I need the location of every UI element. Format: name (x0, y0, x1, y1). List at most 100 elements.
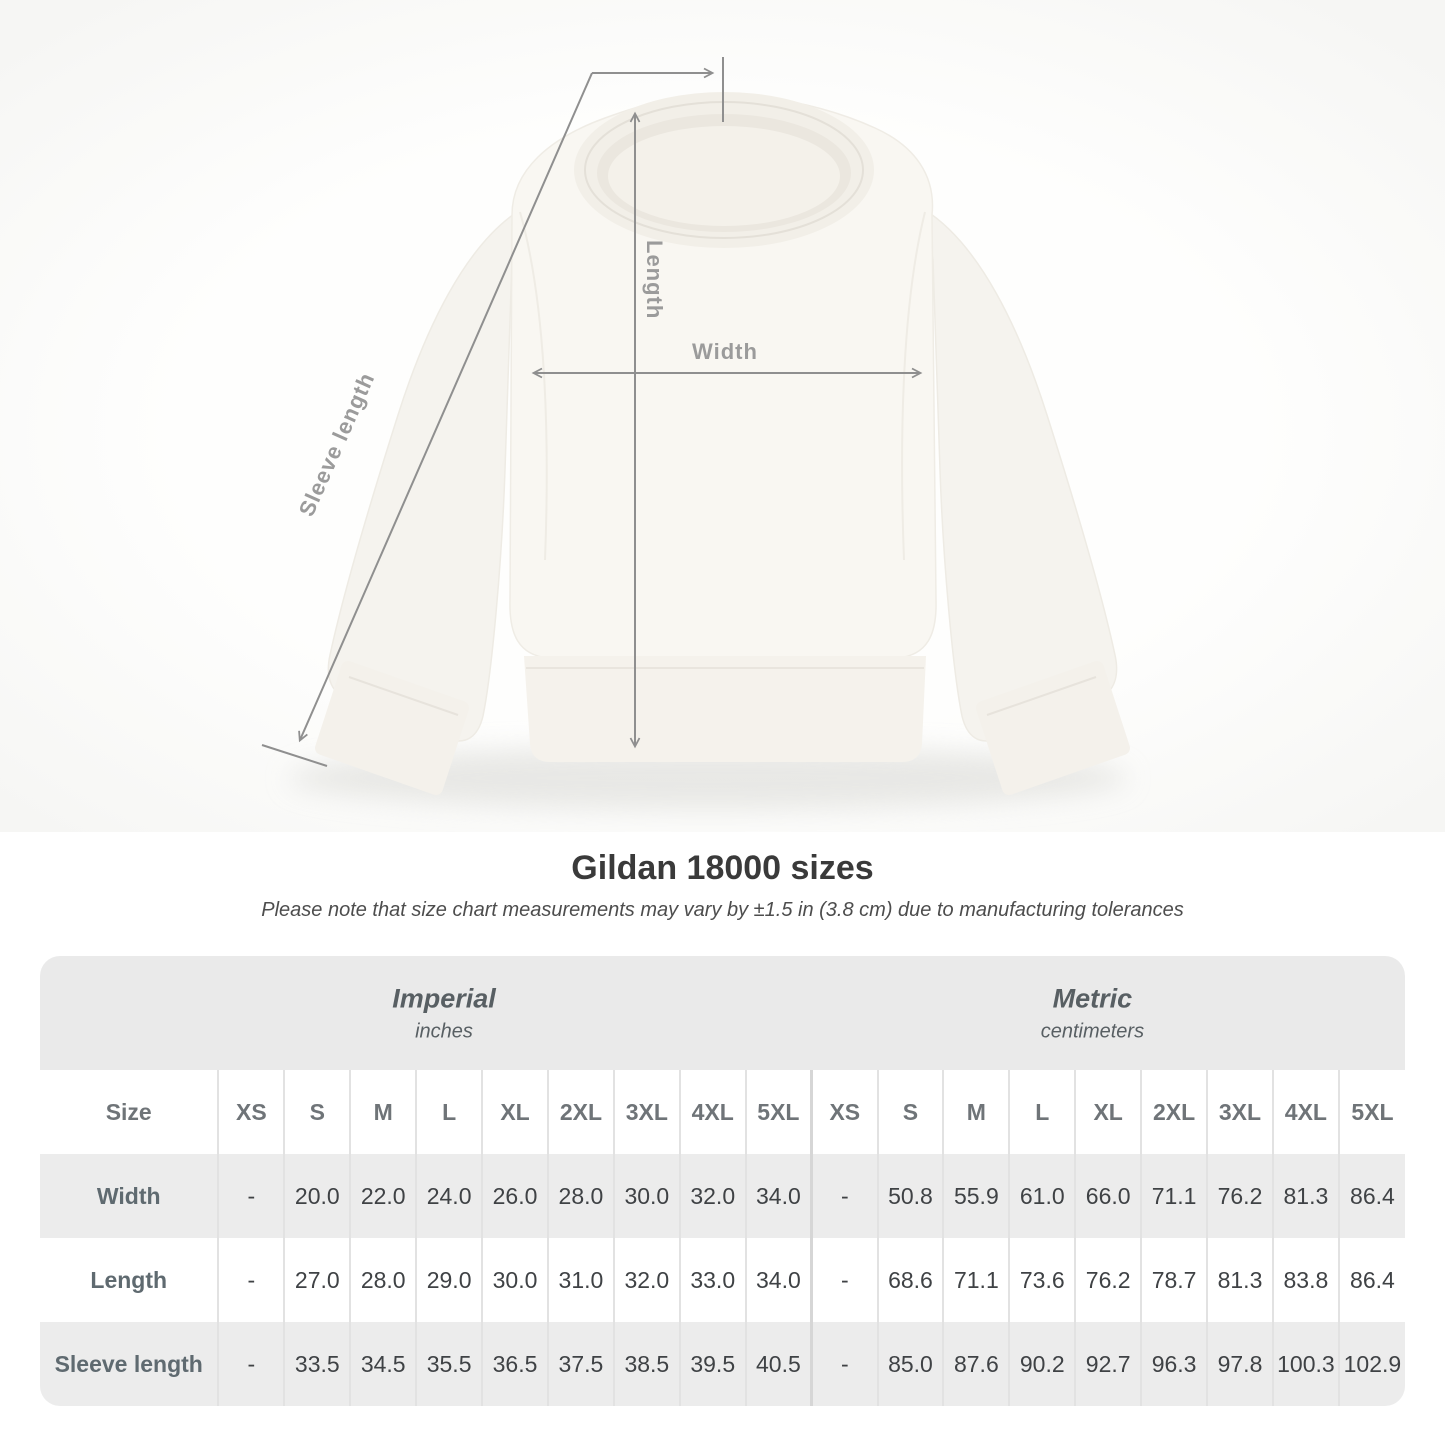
sweatshirt-body (509, 98, 937, 762)
size-column-header-metric: M (942, 1070, 1010, 1154)
size-column-header-metric: S (876, 1070, 944, 1154)
measurement-cell-metric: - (810, 1238, 878, 1322)
imperial-label: Imperial (392, 983, 496, 1014)
measurement-cell-metric: 86.4 (1337, 1154, 1405, 1238)
size-column-header-metric: 3XL (1206, 1070, 1273, 1154)
garment-shadow (288, 746, 1128, 810)
measurement-cell-imperial: 40.5 (744, 1322, 812, 1406)
page-title: Gildan 18000 sizes (571, 849, 874, 887)
unit-band: Imperial inches Metric centimeters (40, 956, 1405, 1070)
sleeve-length-arrow (298, 72, 593, 743)
measurement-cell-imperial: 24.0 (415, 1154, 483, 1238)
measurement-cell-imperial: 28.0 (546, 1154, 614, 1238)
table-row: Length -27.0 28.0 29.0 30.0 31.0 32.0 33.0 34.0-… (40, 1238, 1405, 1322)
measurement-cell-metric: 92.7 (1074, 1322, 1142, 1406)
measurement-cell-metric: 81.3 (1271, 1154, 1339, 1238)
imperial-section-header: Imperial inches (392, 984, 496, 1043)
measurement-cell-metric: - (810, 1322, 878, 1406)
measurement-cell-imperial: 39.5 (678, 1322, 746, 1406)
measurement-cell-imperial: 22.0 (349, 1154, 417, 1238)
measurement-cell-metric: 71.1 (942, 1238, 1010, 1322)
size-column-header-metric: L (1008, 1070, 1076, 1154)
measurement-cell-metric: 90.2 (1008, 1322, 1076, 1406)
size-column-header-metric: XL (1074, 1070, 1142, 1154)
measurement-annotations (261, 57, 923, 767)
measurement-cell-imperial: 30.0 (481, 1238, 548, 1322)
measurement-cell-metric: 71.1 (1140, 1154, 1208, 1238)
size-column-header-imperial: L (415, 1070, 483, 1154)
measurement-cell-imperial: 27.0 (283, 1238, 351, 1322)
cuff-tick (261, 744, 328, 767)
size-column-header-imperial: 3XL (612, 1070, 680, 1154)
sweatshirt-collar (574, 92, 874, 248)
measurement-cell-imperial: 37.5 (546, 1322, 614, 1406)
measurement-cell-imperial: 36.5 (481, 1322, 548, 1406)
measurement-cell-metric: 55.9 (942, 1154, 1010, 1238)
measurement-cell-metric: 102.9 (1337, 1322, 1405, 1406)
metric-unit-label: centimeters (1040, 1020, 1145, 1043)
measurement-cell-metric: 66.0 (1074, 1154, 1142, 1238)
measurement-cell-metric: 76.2 (1074, 1238, 1142, 1322)
metric-section-header: Metric centimeters (1041, 984, 1144, 1043)
measurements-table: Size XS S M L XL 2XL 3XL 4XL 5XL XS S M L XL 2XL 3XL 4XL 5… (40, 1070, 1405, 1406)
size-column-header-metric: 5XL (1337, 1070, 1405, 1154)
measurement-cell-metric: 100.3 (1271, 1322, 1339, 1406)
width-label: Width (692, 339, 758, 364)
size-column-header-imperial: XS (217, 1070, 285, 1154)
measurement-cell-imperial: - (217, 1154, 285, 1238)
measurement-cell-imperial: 33.5 (283, 1322, 351, 1406)
measurement-cell-imperial: 28.0 (349, 1238, 417, 1322)
measurement-cell-imperial: 35.5 (415, 1322, 483, 1406)
measurement-cell-metric: 97.8 (1206, 1322, 1273, 1406)
size-column-header-imperial: S (283, 1070, 351, 1154)
size-column-header-imperial: M (349, 1070, 417, 1154)
size-column-header-imperial: 4XL (678, 1070, 746, 1154)
measurement-cell-metric: 81.3 (1206, 1238, 1273, 1322)
sweatshirt-diagram: Width Length Sleeve length (261, 57, 1130, 810)
tolerance-note: Please note that size chart measurements… (261, 899, 1184, 921)
row-label: Length (90, 1266, 168, 1293)
size-column-header-metric: 4XL (1271, 1070, 1339, 1154)
length-label: Length (642, 240, 667, 319)
size-column-header-metric: XS (810, 1070, 878, 1154)
measurement-cell-imperial: 32.0 (612, 1238, 680, 1322)
measurement-cell-metric: 83.8 (1271, 1238, 1339, 1322)
measurement-cell-imperial: 30.0 (612, 1154, 680, 1238)
size-column-header-metric: 2XL (1140, 1070, 1208, 1154)
measurement-cell-metric: 61.0 (1008, 1154, 1076, 1238)
measurement-cell-imperial: - (217, 1322, 285, 1406)
measurement-cell-metric: 96.3 (1140, 1322, 1208, 1406)
measurement-cell-metric: 73.6 (1008, 1238, 1076, 1322)
imperial-unit-label: inches (415, 1020, 473, 1043)
size-chart-page: Width Length Sleeve length Gildan 18000 … (0, 0, 1445, 1406)
size-table: Imperial inches Metric centimeters Size X… (40, 956, 1405, 1406)
row-label: Sleeve length (54, 1350, 203, 1377)
measurement-cell-metric: 86.4 (1337, 1238, 1405, 1322)
measurement-cell-imperial: 32.0 (678, 1154, 746, 1238)
size-column-header-imperial: XL (481, 1070, 548, 1154)
measurement-cell-metric: 68.6 (876, 1238, 944, 1322)
measurement-cell-imperial: 29.0 (415, 1238, 483, 1322)
sweatshirt-sleeves (315, 208, 1130, 795)
measurement-cell-metric: 50.8 (876, 1154, 944, 1238)
measurement-cell-metric: 78.7 (1140, 1238, 1208, 1322)
measurement-cell-imperial: 33.0 (678, 1238, 746, 1322)
measurement-cell-metric: 85.0 (876, 1322, 944, 1406)
table-row: Sleeve length -33.5 34.5 35.5 36.5 37.5 38.5 39… (40, 1322, 1405, 1406)
measurement-cell-imperial: 34.5 (349, 1322, 417, 1406)
size-column-header-imperial: 5XL (744, 1070, 812, 1154)
size-column-header-imperial: 2XL (546, 1070, 614, 1154)
measurement-cell-imperial: 34.0 (744, 1154, 812, 1238)
row-label: Width (96, 1182, 161, 1209)
measurement-cell-imperial: 31.0 (546, 1238, 614, 1322)
measurement-cell-imperial: - (217, 1238, 285, 1322)
measurement-cell-imperial: 34.0 (744, 1238, 812, 1322)
measurement-cell-imperial: 38.5 (612, 1322, 680, 1406)
size-header-row: Size XS S M L XL 2XL 3XL 4XL 5XL XS S M L XL 2XL 3XL 4XL 5… (40, 1070, 1405, 1154)
measurement-cell-imperial: 26.0 (481, 1154, 548, 1238)
measurement-cell-imperial: 20.0 (283, 1154, 351, 1238)
measurement-cell-metric: - (810, 1154, 878, 1238)
product-photo: Width Length Sleeve length (0, 0, 1445, 832)
metric-label: Metric (1052, 983, 1133, 1014)
table-row: Width -20.0 22.0 24.0 26.0 28.0 30.0 32.0 34.0-5… (40, 1154, 1405, 1238)
